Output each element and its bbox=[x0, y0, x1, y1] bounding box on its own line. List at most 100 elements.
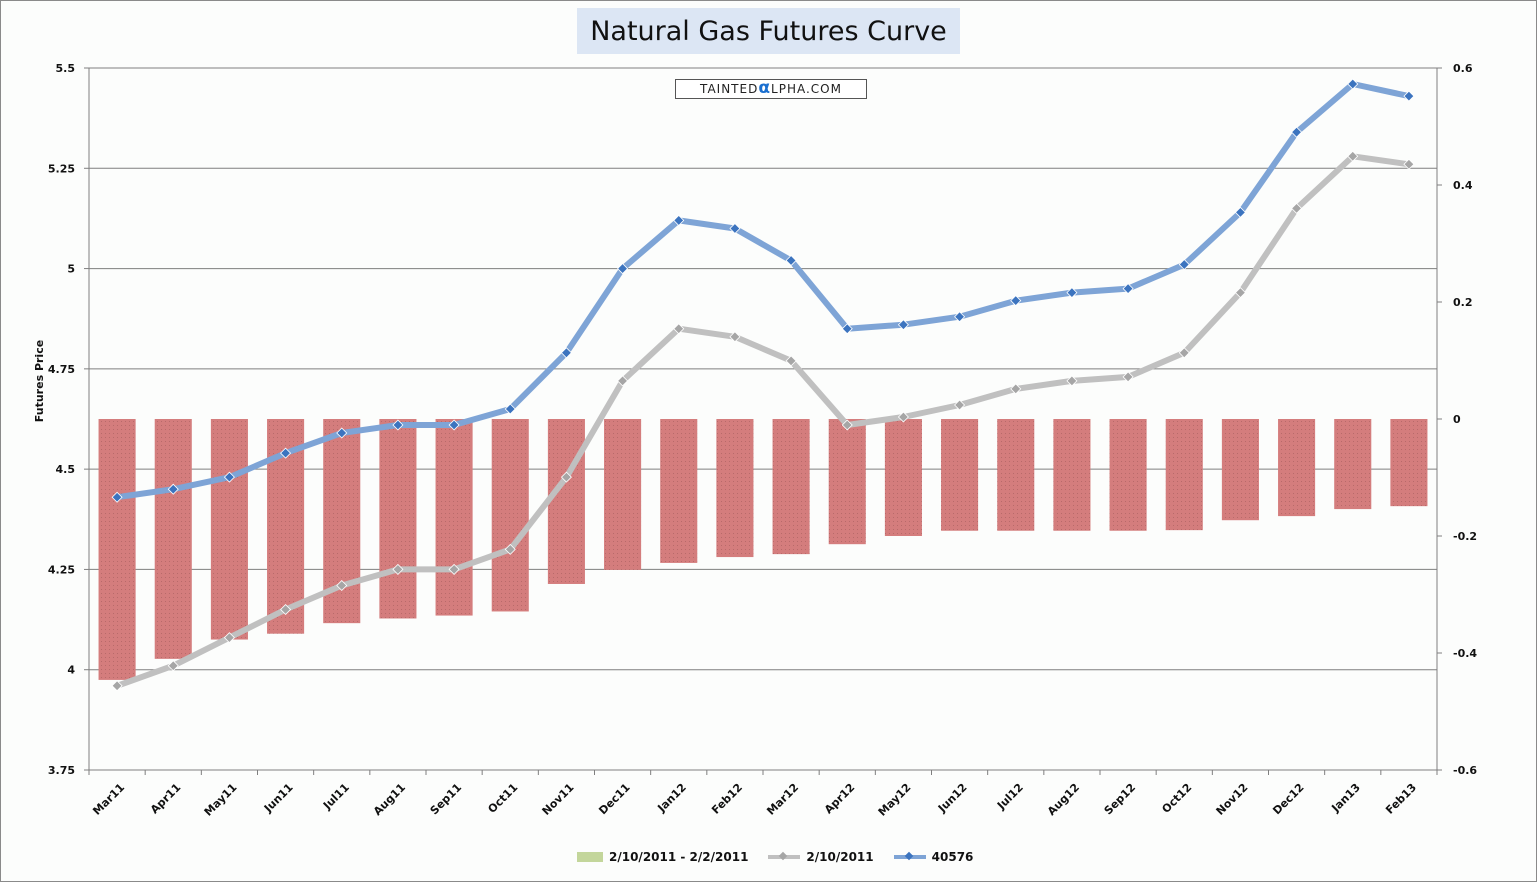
x-tick-label: Feb13 bbox=[1383, 781, 1419, 817]
legend: 2/10/2011 - 2/2/2011 2/10/2011 40576 bbox=[577, 850, 973, 864]
x-tick-label: Dec11 bbox=[596, 781, 632, 817]
x-tick-label: Jan13 bbox=[1328, 781, 1362, 815]
y-axis-title: Futures Price bbox=[33, 340, 46, 422]
watermark-logo: TAINTEDαLPHA.COM bbox=[675, 79, 867, 99]
bar bbox=[772, 419, 810, 555]
y-tick-label: 4 bbox=[67, 664, 75, 677]
bar bbox=[154, 419, 192, 659]
line-marker bbox=[897, 411, 909, 423]
line-marker bbox=[111, 680, 123, 692]
line-prior bbox=[116, 81, 1410, 501]
line-marker bbox=[729, 331, 741, 343]
line-marker bbox=[167, 483, 179, 495]
x-tick-label: May11 bbox=[202, 781, 240, 819]
y2-tick-label: -0.4 bbox=[1453, 647, 1477, 660]
bar bbox=[435, 419, 473, 616]
x-tick-label: Apr11 bbox=[148, 781, 183, 816]
line-marker bbox=[1347, 78, 1359, 90]
legend-label: 40576 bbox=[931, 850, 974, 864]
y2-tick-label: 0.4 bbox=[1453, 179, 1473, 192]
bar bbox=[547, 419, 585, 584]
legend-swatch-bar bbox=[577, 852, 603, 862]
legend-item-diff: 2/10/2011 - 2/2/2011 bbox=[577, 850, 748, 864]
y2-tick-label: 0 bbox=[1453, 413, 1461, 426]
x-tick-label: Jun12 bbox=[935, 781, 970, 816]
line-marker bbox=[841, 323, 853, 335]
line-marker bbox=[1291, 126, 1303, 138]
line-marker bbox=[1291, 202, 1303, 214]
bar bbox=[1165, 419, 1203, 531]
bar bbox=[1390, 419, 1428, 507]
bar bbox=[210, 419, 248, 640]
y-tick-label: 4.25 bbox=[48, 563, 75, 576]
line-marker bbox=[785, 355, 797, 367]
line-marker bbox=[617, 263, 629, 275]
line-marker bbox=[1010, 295, 1022, 307]
bar bbox=[941, 419, 979, 531]
line-marker bbox=[1066, 375, 1078, 387]
line-marker bbox=[954, 399, 966, 411]
bar bbox=[379, 419, 417, 619]
line-marker bbox=[1234, 206, 1246, 218]
x-tick-label: Sep12 bbox=[1102, 781, 1138, 817]
legend-swatch-blue-line bbox=[893, 851, 926, 861]
y2-tick-label: -0.6 bbox=[1453, 764, 1477, 777]
line-marker bbox=[392, 563, 404, 575]
chart-title: Natural Gas Futures Curve bbox=[590, 15, 947, 47]
bar bbox=[884, 419, 922, 536]
line-marker bbox=[1403, 90, 1415, 102]
bar bbox=[660, 419, 698, 563]
y2-tick-label: 0.2 bbox=[1453, 296, 1473, 309]
x-tick-label: Jul12 bbox=[994, 781, 1026, 813]
x-tick-label: Aug11 bbox=[371, 781, 408, 818]
y-tick-label: 5 bbox=[67, 263, 75, 276]
line-marker bbox=[1403, 158, 1415, 170]
line-marker bbox=[1122, 283, 1134, 295]
x-tick-label: Oct11 bbox=[485, 781, 520, 816]
legend-label: 2/10/2011 - 2/2/2011 bbox=[609, 850, 749, 864]
axes bbox=[84, 67, 1442, 775]
line-marker bbox=[617, 375, 629, 387]
bar bbox=[997, 419, 1035, 531]
line-series bbox=[111, 78, 1415, 692]
axis-labels: 5.5 5.25 5 4.75 4.5 4.25 4 3.75 0.6 0.4 0.2 0 -0.2 -0… bbox=[33, 62, 1477, 819]
line-marker bbox=[1234, 287, 1246, 299]
line-marker bbox=[1010, 383, 1022, 395]
line-marker bbox=[280, 604, 292, 616]
y-tick-label: 3.75 bbox=[48, 764, 75, 777]
bar bbox=[491, 419, 529, 612]
x-tick-label: May12 bbox=[876, 781, 914, 819]
line-marker bbox=[785, 255, 797, 267]
x-tick-label: Nov11 bbox=[540, 781, 577, 818]
line-marker bbox=[897, 319, 909, 331]
y-tick-label: 4.75 bbox=[48, 363, 75, 376]
x-tick-label: Feb12 bbox=[709, 781, 745, 817]
line-marker bbox=[504, 403, 516, 415]
line-marker bbox=[841, 419, 853, 431]
bar bbox=[1109, 419, 1147, 531]
line-marker bbox=[280, 447, 292, 459]
x-tick-label: Oct12 bbox=[1159, 781, 1194, 816]
bar bbox=[716, 419, 754, 558]
y-tick-label: 5.25 bbox=[48, 162, 75, 175]
legend-swatch-gray-line bbox=[768, 851, 801, 861]
legend-item-prior: 40576 bbox=[893, 850, 974, 864]
bar bbox=[604, 419, 642, 570]
x-tick-label: Aug12 bbox=[1045, 781, 1082, 818]
line-marker bbox=[1066, 287, 1078, 299]
line-marker bbox=[560, 347, 572, 359]
line-marker bbox=[560, 471, 572, 483]
bar bbox=[828, 419, 866, 545]
line-marker bbox=[504, 543, 516, 555]
line-marker bbox=[1178, 259, 1190, 271]
line-marker bbox=[392, 419, 404, 431]
bar bbox=[1278, 419, 1316, 517]
line-current bbox=[116, 153, 1410, 689]
line-marker bbox=[448, 419, 460, 431]
x-tick-label: Nov12 bbox=[1214, 781, 1251, 818]
line-marker bbox=[673, 323, 685, 335]
x-tick-label: Apr12 bbox=[822, 781, 857, 816]
y2-tick-label: 0.6 bbox=[1453, 62, 1473, 75]
bar bbox=[98, 419, 136, 680]
